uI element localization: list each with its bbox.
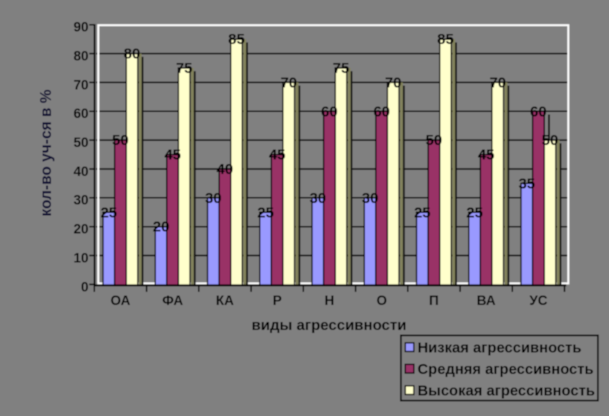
- svg-text:60: 60: [73, 106, 88, 121]
- svg-text:40: 40: [73, 164, 88, 179]
- svg-text:ВА: ВА: [477, 293, 496, 308]
- svg-text:45: 45: [164, 147, 181, 164]
- svg-text:Средняя агрессивность: Средняя агрессивность: [418, 362, 594, 378]
- svg-text:Н: Н: [325, 293, 335, 308]
- svg-text:85: 85: [228, 31, 245, 48]
- svg-text:60: 60: [321, 103, 338, 120]
- svg-text:70: 70: [385, 74, 402, 91]
- svg-text:Низкая агрессивность: Низкая агрессивность: [418, 340, 582, 356]
- svg-text:кол-во уч-ся в %: кол-во уч-ся в %: [38, 89, 55, 216]
- svg-text:70: 70: [280, 74, 297, 91]
- svg-text:45: 45: [478, 147, 495, 164]
- svg-text:0: 0: [81, 279, 89, 294]
- svg-text:25: 25: [466, 204, 483, 221]
- svg-text:75: 75: [333, 60, 350, 77]
- svg-text:80: 80: [73, 49, 88, 64]
- svg-text:ОА: ОА: [110, 293, 130, 308]
- svg-text:Высокая агрессивность: Высокая агрессивность: [418, 383, 595, 399]
- svg-text:40: 40: [217, 161, 234, 178]
- svg-text:75: 75: [176, 60, 193, 77]
- svg-text:70: 70: [489, 74, 506, 91]
- svg-text:10: 10: [73, 250, 88, 265]
- svg-text:30: 30: [362, 190, 379, 207]
- svg-text:25: 25: [257, 204, 274, 221]
- svg-text:30: 30: [205, 190, 222, 207]
- svg-text:30: 30: [73, 193, 88, 208]
- svg-text:35: 35: [518, 175, 535, 192]
- svg-text:25: 25: [414, 204, 431, 221]
- svg-text:85: 85: [437, 31, 454, 48]
- svg-text:50: 50: [426, 132, 443, 149]
- svg-text:30: 30: [309, 190, 326, 207]
- svg-text:О: О: [376, 293, 387, 308]
- svg-text:50: 50: [542, 132, 559, 149]
- svg-text:20: 20: [73, 222, 88, 237]
- svg-text:45: 45: [269, 147, 286, 164]
- svg-text:80: 80: [124, 46, 141, 63]
- svg-text:50: 50: [112, 132, 129, 149]
- svg-text:90: 90: [73, 20, 88, 35]
- svg-text:КА: КА: [216, 293, 234, 308]
- svg-text:60: 60: [530, 103, 547, 120]
- svg-text:60: 60: [373, 103, 390, 120]
- svg-text:Р: Р: [273, 293, 282, 308]
- svg-text:ФА: ФА: [162, 293, 183, 308]
- svg-text:виды агрессивности: виды агрессивности: [252, 317, 407, 334]
- svg-text:П: П: [429, 293, 439, 308]
- svg-text:УС: УС: [529, 293, 547, 308]
- svg-text:70: 70: [73, 77, 88, 92]
- svg-text:25: 25: [100, 204, 117, 221]
- svg-text:20: 20: [153, 219, 170, 236]
- svg-text:50: 50: [73, 135, 88, 150]
